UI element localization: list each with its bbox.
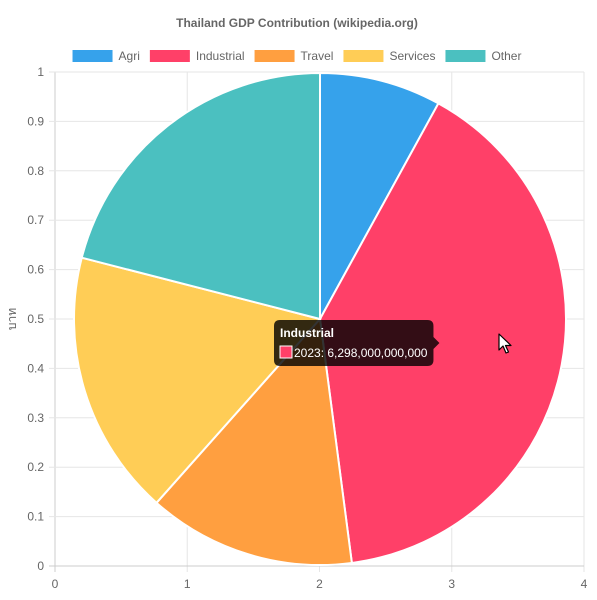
tooltip-text: 2023: 6,298,000,000,000	[294, 346, 428, 360]
y-axis-ticks: 0 0.1 0.2 0.3 0.4 0.5 0.6 0.7 0.8 0.9 1	[27, 65, 44, 573]
arrow-pointer-icon	[498, 333, 512, 355]
y-tick-label: 0.2	[27, 460, 44, 474]
x-tick-label: 0	[52, 577, 59, 591]
legend-swatch	[254, 50, 295, 62]
y-tick-label: 0.4	[27, 361, 44, 375]
legend-item-travel[interactable]: Travel	[254, 49, 334, 63]
x-tick-label: 1	[184, 577, 191, 591]
legend-label: Services	[389, 49, 435, 63]
legend-item-other[interactable]: Other	[445, 49, 521, 63]
chart-title: Thailand GDP Contribution (wikipedia.org…	[176, 16, 418, 30]
legend-item-services[interactable]: Services	[343, 49, 435, 63]
legend-item-agri[interactable]: Agri	[72, 49, 140, 63]
y-tick-label: 0.3	[27, 411, 44, 425]
pie-slice-industrial[interactable]	[318, 102, 567, 565]
tooltip-background	[274, 320, 440, 366]
legend-swatch	[72, 50, 113, 62]
legend-label: Travel	[301, 49, 334, 63]
legend-label: Agri	[119, 49, 140, 63]
tooltip: Industrial 2023: 6,298,000,000,000	[274, 320, 440, 366]
y-tick-label: 1	[37, 65, 44, 79]
legend-label: Other	[491, 49, 521, 63]
x-tick-label: 4	[581, 577, 588, 591]
y-tick-label: 0	[37, 559, 44, 573]
legend-item-industrial[interactable]: Industrial	[149, 49, 245, 63]
y-tick-label: 0.8	[27, 164, 44, 178]
pie-slice-travel[interactable]	[155, 316, 353, 566]
pie-slice-other[interactable]	[80, 71, 321, 321]
y-tick-label: 0.9	[27, 114, 44, 128]
tooltip-color-swatch	[279, 345, 293, 359]
legend-label: Industrial	[196, 49, 245, 63]
pie-slices	[73, 71, 567, 566]
legend-swatch	[343, 50, 384, 62]
x-axis-ticks: 0 1 2 3 4	[52, 577, 588, 591]
legend-swatch	[149, 50, 190, 62]
y-axis-label: บาท	[5, 308, 19, 330]
y-tick-label: 0.6	[27, 263, 44, 277]
pie-slice-services[interactable]	[73, 256, 322, 505]
legend-swatch	[445, 50, 486, 62]
x-tick-label: 2	[316, 577, 323, 591]
legend: Agri Industrial Travel Services Other	[72, 49, 521, 63]
y-tick-label: 0.7	[27, 213, 44, 227]
tooltip-title: Industrial	[280, 326, 334, 340]
y-tick-label: 0.5	[27, 312, 44, 326]
x-tick-label: 3	[448, 577, 455, 591]
y-tick-label: 0.1	[27, 510, 44, 524]
pie-slice-agri[interactable]	[319, 71, 440, 320]
